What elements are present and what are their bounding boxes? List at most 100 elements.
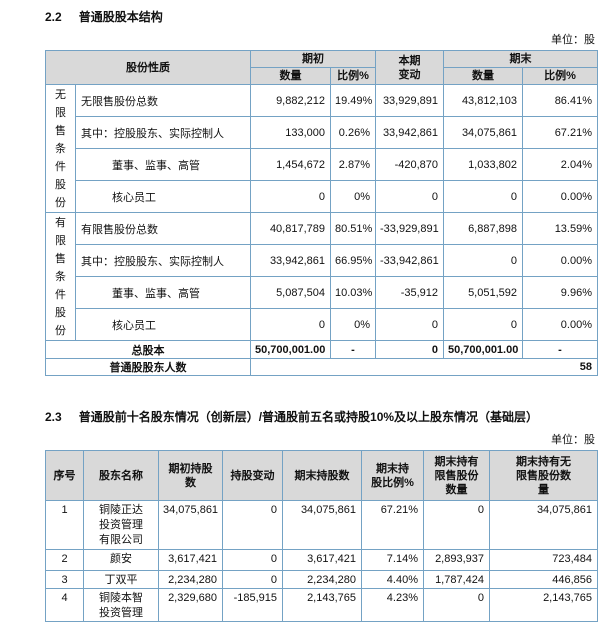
row-label: 有限售股份总数	[75, 212, 251, 245]
numeric-cell: 50,700,001.00	[250, 340, 331, 359]
row-label: 董事、监事、高管	[75, 276, 251, 309]
column-header-end-unrestricted: 期末持有无 限售股份数 量	[489, 450, 598, 501]
column-header-period-end: 期末	[443, 50, 598, 68]
shareholder-name-cell: 颜安	[83, 549, 159, 571]
shareholder-count-value: 58	[250, 358, 598, 376]
numeric-cell: 0	[250, 308, 331, 341]
numeric-cell: 0.00%	[522, 244, 598, 277]
table-row: 4 铜陵本智 投资管理 2,329,680 -185,915 2,143,765…	[45, 588, 598, 622]
numeric-cell: 2.04%	[522, 148, 598, 181]
numeric-cell: 723,484	[489, 549, 598, 571]
numeric-cell: 34,075,861	[443, 116, 523, 149]
section-spacer	[45, 376, 597, 408]
table-row: 核心员工 0 0% 0 0 0.00%	[46, 308, 598, 341]
numeric-cell: 43,812,103	[443, 84, 523, 117]
shareholder-count-label: 普通股股东人数	[45, 358, 251, 376]
numeric-cell: 3,617,421	[282, 549, 362, 571]
table-row: 董事、监事、高管 5,087,504 10.03% -35,912 5,051,…	[46, 276, 598, 309]
unit-label: 单位：股	[551, 34, 595, 46]
numeric-cell: 0	[222, 549, 283, 571]
row-label: 无限售股份总数	[75, 84, 251, 117]
numeric-cell: 1,787,424	[423, 570, 490, 589]
shareholder-name-cell: 铜陵正达 投资管理 有限公司	[83, 500, 159, 550]
numeric-cell: 0	[423, 500, 490, 550]
numeric-cell: 9.96%	[522, 276, 598, 309]
numeric-cell: 3,617,421	[158, 549, 223, 571]
shareholder-name-cell: 铜陵本智 投资管理	[83, 588, 159, 622]
unit-label: 单位：股	[551, 434, 595, 446]
numeric-cell: 33,942,861	[375, 116, 444, 149]
header-row: 股份性质 期初 本期 变动 期末	[45, 50, 598, 85]
row-label: 董事、监事、高管	[75, 148, 251, 181]
table-row: 3 丁双平 2,234,280 0 2,234,280 4.40% 1,787,…	[45, 570, 598, 589]
numeric-cell: 1,454,672	[250, 148, 331, 181]
numeric-cell: 7.14%	[361, 549, 424, 571]
numeric-cell: -	[522, 340, 598, 359]
numeric-cell: -33,929,891	[375, 212, 444, 245]
numeric-cell: 33,929,891	[375, 84, 444, 117]
section-title: 普通股股本结构	[78, 10, 163, 24]
section-2-3-heading: 2.3 普通股前十名股东情况（创新层）/普通股前五名或持股10%及以上股东情况（…	[45, 408, 597, 425]
index-cell: 2	[45, 549, 84, 571]
numeric-cell: 2,143,765	[489, 588, 598, 622]
header-row: 数量 比例% 数量 比例%	[46, 67, 598, 85]
share-structure-table: 股份性质 期初 本期 变动 期末 数量 比例% 数量 比例% 无限 售条 件股 …	[45, 50, 598, 376]
column-header-change: 本期 变动	[375, 50, 444, 85]
numeric-cell: -185,915	[222, 588, 283, 622]
column-header-end-restricted: 期末持有 限售股份 数量	[423, 450, 490, 501]
section-number: 2.3	[45, 410, 62, 424]
row-label: 其中：控股股东、实际控制人	[75, 244, 251, 277]
shareholder-name-cell: 丁双平	[83, 570, 159, 589]
numeric-cell: 2,234,280	[282, 570, 362, 589]
numeric-cell: 67.21%	[522, 116, 598, 149]
numeric-cell: 446,856	[489, 570, 598, 589]
section-title: 普通股前十名股东情况（创新层）/普通股前五名或持股10%及以上股东情况（基础层）	[78, 410, 539, 424]
numeric-cell: 0%	[330, 180, 376, 213]
group-label-unrestricted: 无限 售条 件股 份	[45, 84, 76, 213]
numeric-cell: 86.41%	[522, 84, 598, 117]
row-label: 其中：控股股东、实际控制人	[75, 116, 251, 149]
row-label: 核心员工	[75, 308, 251, 341]
numeric-cell: 34,075,861	[282, 500, 362, 550]
column-header-period-begin: 期初	[250, 50, 376, 68]
top-shareholders-table: 序号 股东名称 期初持股 数 持股变动 期末持股数 期末持 股比例% 期末持有 …	[45, 450, 598, 622]
column-header-shareholder-name: 股东名称	[83, 450, 159, 501]
numeric-cell: 0	[423, 588, 490, 622]
column-header-end-ratio: 期末持 股比例%	[361, 450, 424, 501]
column-header-ratio: 比例%	[330, 67, 376, 85]
numeric-cell: 0.00%	[522, 308, 598, 341]
numeric-cell: 10.03%	[330, 276, 376, 309]
numeric-cell: 40,817,789	[250, 212, 331, 245]
numeric-cell: 2.87%	[330, 148, 376, 181]
numeric-cell: -33,942,861	[375, 244, 444, 277]
total-row: 总股本 50,700,001.00 - 0 50,700,001.00 -	[45, 340, 598, 359]
column-header-quantity: 数量	[443, 67, 523, 85]
numeric-cell: 80.51%	[330, 212, 376, 245]
numeric-cell: 9,882,212	[250, 84, 331, 117]
table-row: 董事、监事、高管 1,454,672 2.87% -420,870 1,033,…	[46, 148, 598, 181]
index-cell: 4	[45, 588, 84, 622]
numeric-cell: 19.49%	[330, 84, 376, 117]
table-row: 有限 售条 件股 份 有限售股份总数 40,817,789 80.51% -33…	[45, 212, 598, 341]
column-header-quantity: 数量	[250, 67, 331, 85]
table-row: 无限 售条 件股 份 无限售股份总数 9,882,212 19.49% 33,9…	[45, 84, 598, 213]
shareholder-count-row: 普通股股东人数 58	[45, 358, 598, 376]
numeric-cell: 33,942,861	[250, 244, 331, 277]
table-row: 核心员工 0 0% 0 0 0.00%	[46, 180, 598, 213]
section-2-2-heading: 2.2 普通股股本结构	[45, 8, 597, 25]
numeric-cell: 0	[250, 180, 331, 213]
column-header-nature: 股份性质	[45, 50, 251, 85]
section-number: 2.2	[45, 10, 62, 24]
table-row: 1 铜陵正达 投资管理 有限公司 34,075,861 0 34,075,861…	[45, 500, 598, 550]
column-header-begin-shares: 期初持股 数	[158, 450, 223, 501]
numeric-cell: 50,700,001.00	[443, 340, 523, 359]
numeric-cell: 6,887,898	[443, 212, 523, 245]
numeric-cell: 2,329,680	[158, 588, 223, 622]
numeric-cell: 66.95%	[330, 244, 376, 277]
numeric-cell: -35,912	[375, 276, 444, 309]
column-header-share-change: 持股变动	[222, 450, 283, 501]
column-header-end-shares: 期末持股数	[282, 450, 362, 501]
row-label: 核心员工	[75, 180, 251, 213]
numeric-cell: 0	[375, 340, 444, 359]
